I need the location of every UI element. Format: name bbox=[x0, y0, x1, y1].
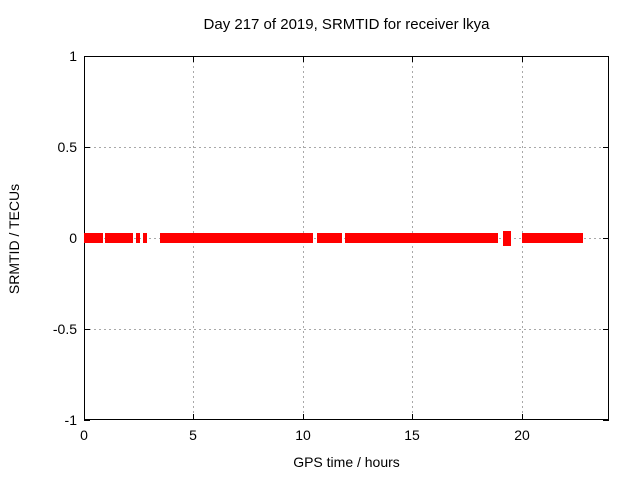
h-gridline bbox=[84, 147, 609, 148]
x-tick-label: 20 bbox=[514, 427, 530, 443]
x-tick-label: 10 bbox=[295, 427, 311, 443]
x-tick-label: 5 bbox=[189, 427, 197, 443]
data-point-segment bbox=[317, 233, 342, 243]
y-tick-mark bbox=[84, 147, 90, 148]
chart-title: Day 217 of 2019, SRMTID for receiver lky… bbox=[203, 16, 490, 33]
data-point-segment bbox=[136, 233, 140, 243]
y-tick-label: -0.5 bbox=[52, 321, 77, 337]
x-tick-label: 15 bbox=[404, 427, 420, 443]
data-point-segment bbox=[345, 233, 498, 243]
x-tick-mark-top bbox=[193, 56, 194, 62]
x-tick-label: 0 bbox=[80, 427, 88, 443]
x-tick-mark-top bbox=[412, 56, 413, 62]
y-tick-label: 0 bbox=[69, 230, 77, 246]
y-tick-label: 1 bbox=[69, 48, 77, 64]
data-point-segment bbox=[160, 233, 313, 243]
data-point-segment bbox=[105, 233, 133, 243]
h-gridline bbox=[84, 329, 609, 330]
y-tick-mark bbox=[84, 420, 90, 421]
y-tick-label: 0.5 bbox=[57, 139, 77, 155]
x-tick-mark bbox=[522, 414, 523, 420]
y-tick-mark-right bbox=[603, 238, 609, 239]
x-tick-mark bbox=[412, 414, 413, 420]
y-tick-mark-right bbox=[603, 420, 609, 421]
x-axis-label: GPS time / hours bbox=[293, 454, 400, 470]
x-tick-mark bbox=[303, 414, 304, 420]
y-tick-mark-right bbox=[603, 147, 609, 148]
data-point-segment bbox=[84, 233, 103, 243]
y-tick-label: -1 bbox=[64, 412, 77, 428]
x-tick-mark-top bbox=[303, 56, 304, 62]
data-point-segment bbox=[503, 231, 511, 246]
x-tick-mark-top bbox=[522, 56, 523, 62]
x-tick-mark bbox=[193, 414, 194, 420]
y-tick-mark-right bbox=[603, 329, 609, 330]
y-tick-mark bbox=[84, 329, 90, 330]
data-point-segment bbox=[522, 233, 583, 243]
data-point-segment bbox=[143, 233, 147, 243]
